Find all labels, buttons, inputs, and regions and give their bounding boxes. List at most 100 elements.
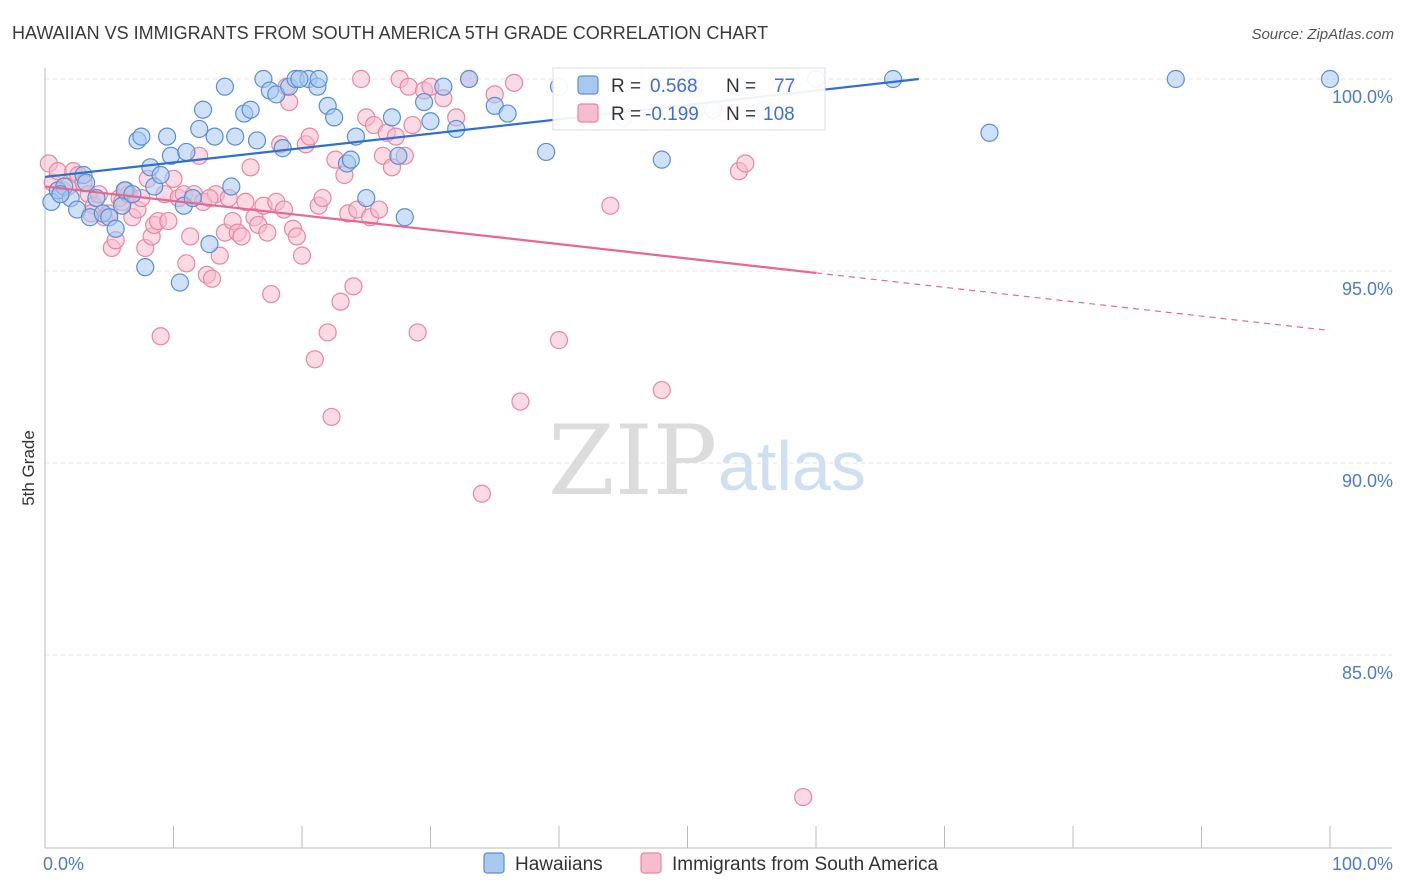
stats-n-value-hawaiians: 77 (774, 76, 795, 97)
immigrants-point-92 (472, 484, 491, 503)
hawaiians-point-23 (190, 119, 209, 139)
hawaiians-point-74 (151, 165, 170, 185)
hawaiians-point-69 (1166, 69, 1185, 89)
hawaiians-point-41 (309, 69, 328, 89)
legend: Hawaiians Immigrants from South America (483, 852, 939, 875)
hawaiians-point-57 (498, 104, 517, 123)
immigrants-point-95 (549, 331, 569, 350)
hawaiians-point-51 (414, 92, 434, 112)
hawaiians-point-52 (421, 112, 440, 131)
immigrants-point-71 (344, 277, 363, 296)
hawaiians-point-61 (652, 150, 671, 169)
immigrants-point-40 (210, 246, 229, 265)
immigrants-point-77 (370, 200, 389, 219)
y-tick-label-90: 90.0% (1342, 471, 1393, 491)
y-axis-label: 5th Grade (19, 430, 38, 506)
hawaiians-point-29 (226, 127, 245, 146)
hawaiians-point-72 (77, 173, 96, 192)
immigrants-point-66 (322, 407, 341, 427)
hawaiians-point-53 (434, 77, 453, 96)
stats-n-label-immigrants: N = (726, 104, 756, 125)
hawaiians-point-28 (222, 177, 241, 196)
hawaiians-point-36 (273, 139, 292, 158)
trendline-immigrants-extension (815, 272, 1331, 332)
hawaiians-point-15 (136, 258, 155, 277)
hawaiians-point-54 (447, 119, 466, 139)
immigrants-point-45 (232, 227, 251, 246)
hawaiians-point-31 (241, 100, 260, 119)
x-tick-labels: 0.0% 100.0% (43, 854, 1393, 874)
immigrants-point-33 (181, 227, 200, 246)
immigrants-point-51 (258, 223, 277, 242)
immigrants-point-59 (292, 246, 312, 265)
immigrants-point-103 (504, 73, 524, 92)
hawaiians-point-47 (357, 188, 376, 208)
hawaiians-point-10 (106, 219, 125, 238)
hawaiians-point-25 (200, 235, 219, 254)
hawaiians-point-76 (290, 69, 309, 89)
immigrants-point-68 (331, 292, 350, 311)
immigrants-point-32 (177, 254, 196, 273)
immigrants-point-86 (408, 323, 427, 342)
y-tick-labels: 85.0% 90.0% 95.0% 100.0% (1332, 87, 1393, 683)
immigrants-point-28 (159, 211, 178, 231)
stats-box: R = 0.568 N = 77 R = -0.199 N = 108 (552, 67, 826, 131)
y-tick-label-85: 85.0% (1342, 663, 1393, 683)
watermark: ZIP atlas (548, 405, 866, 517)
stats-r-label-hawaiians: R = (611, 76, 641, 97)
hawaiians-point-22 (177, 142, 196, 162)
hawaiians-point-14 (132, 127, 151, 146)
hawaiians-point-32 (247, 131, 267, 150)
immigrants-point-101 (736, 154, 755, 173)
stats-swatch-hawaiians (577, 75, 599, 95)
legend-label-immigrants: Immigrants from South America (672, 854, 939, 875)
stats-r-value-hawaiians: 0.568 (650, 76, 698, 97)
immigrants-point-46 (236, 192, 255, 211)
stats-n-label-hawaiians: N = (726, 76, 756, 97)
immigrants-point-64 (313, 188, 332, 208)
y-tick-label-95: 95.0% (1342, 279, 1393, 299)
hawaiians-point-26 (205, 127, 224, 146)
hawaiians-point-43 (325, 108, 344, 127)
hawaiians-point-45 (341, 150, 360, 169)
immigrants-point-47 (241, 158, 260, 177)
immigrants-point-94 (511, 392, 530, 411)
legend-swatch-immigrants (640, 852, 662, 874)
immigrants-point-73 (352, 69, 371, 89)
immigrants-point-62 (305, 350, 324, 369)
immigrants-point-26 (151, 327, 170, 346)
chart-title: HAWAIIAN VS IMMIGRANTS FROM SOUTH AMERIC… (12, 23, 768, 43)
legend-swatch-hawaiians (483, 852, 505, 874)
hawaiians-point-27 (215, 77, 234, 96)
legend-label-hawaiians: Hawaiians (515, 854, 603, 875)
y-tick-label-100: 100.0% (1332, 87, 1393, 107)
immigrants-point-84 (399, 77, 418, 96)
hawaiians-point-73 (123, 185, 142, 204)
trendline-immigrants (44, 185, 817, 275)
hawaiians-point-68 (980, 123, 999, 142)
stats-swatch-immigrants (577, 103, 599, 123)
stats-r-label-immigrants: R = (611, 104, 641, 125)
immigrants-point-61 (300, 127, 319, 146)
x-tick-label-min: 0.0% (43, 854, 84, 874)
stats-r-value-immigrants: -0.199 (645, 104, 699, 125)
hawaiians-point-18 (157, 127, 177, 146)
hawaiians-point-20 (170, 273, 190, 292)
hawaiians-point-48 (382, 108, 402, 127)
stats-n-value-immigrants: 108 (763, 104, 795, 125)
hawaiians-point-70 (1320, 69, 1340, 89)
watermark-zip: ZIP (548, 405, 717, 517)
immigrants-point-52 (262, 284, 281, 304)
immigrants-point-58 (287, 227, 306, 246)
immigrants-point-38 (202, 269, 222, 288)
hawaiians-point-71 (51, 185, 70, 204)
hawaiians-point-67 (883, 69, 903, 89)
hawaiians-point-24 (193, 100, 213, 119)
x-tick-label-max: 100.0% (1332, 854, 1393, 874)
hawaiians-point-55 (459, 69, 479, 89)
immigrants-point-102 (794, 787, 813, 807)
immigrants-point-97 (601, 196, 620, 215)
hawaiians-point-49 (389, 146, 408, 165)
chart-source: Source: ZipAtlas.com (1251, 26, 1394, 43)
